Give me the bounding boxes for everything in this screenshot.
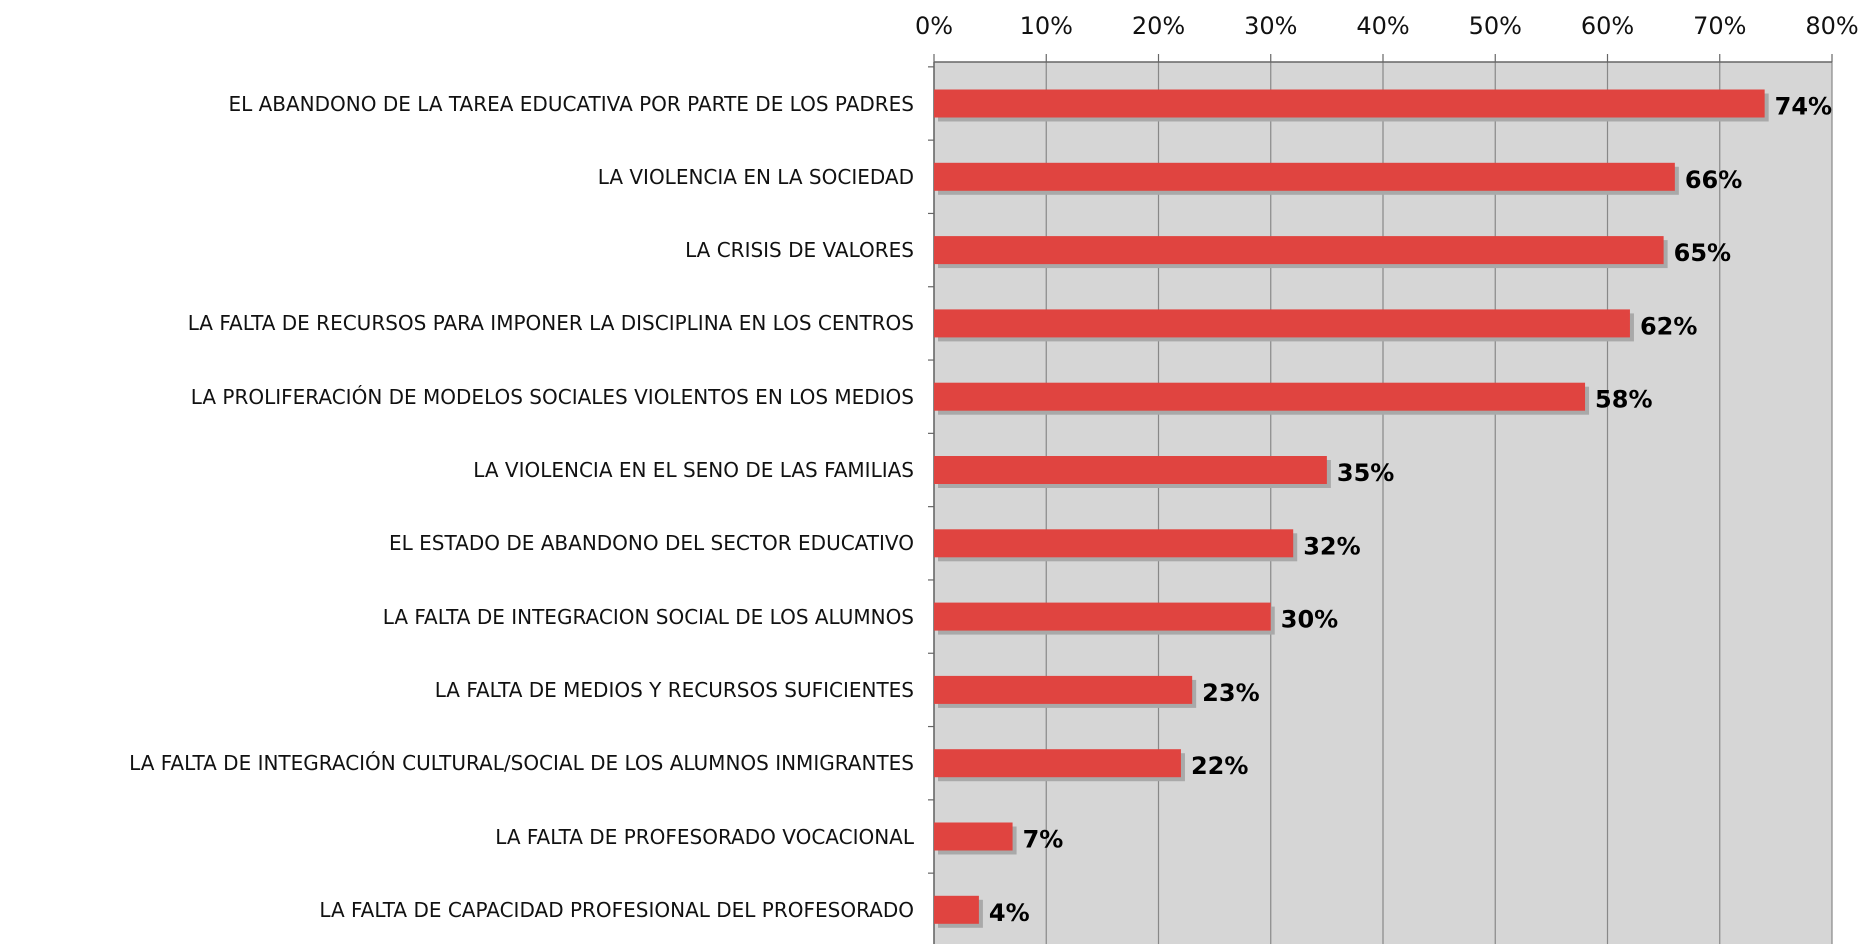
- category-label: LA VIOLENCIA EN EL SENO DE LAS FAMILIAS: [473, 458, 914, 482]
- bar: [934, 602, 1271, 631]
- category-label: LA FALTA DE INTEGRACION SOCIAL DE LOS AL…: [382, 604, 914, 629]
- bar: [934, 456, 1327, 484]
- category-label: LA FALTA DE INTEGRACIÓN CULTURAL/SOCIAL …: [129, 751, 914, 776]
- bar: [934, 529, 1294, 558]
- value-label: 74%: [1775, 93, 1832, 121]
- bar: [934, 162, 1675, 191]
- x-tick-label: 70%: [1693, 12, 1746, 40]
- x-tick-label: 40%: [1356, 12, 1409, 40]
- category-label: LA FALTA DE MEDIOS Y RECURSOS SUFICIENTE…: [434, 677, 914, 702]
- value-label: 7%: [1023, 826, 1064, 854]
- bar: [934, 236, 1664, 265]
- bar: [934, 675, 1193, 704]
- bar: [934, 89, 1765, 118]
- value-label: 23%: [1202, 679, 1259, 707]
- value-label: 35%: [1337, 459, 1394, 487]
- category-label: EL ESTADO DE ABANDONO DEL SECTOR EDUCATI…: [389, 531, 914, 556]
- value-label: 65%: [1674, 239, 1731, 267]
- bar: [934, 822, 1013, 851]
- bar: [934, 309, 1630, 338]
- category-label: LA PROLIFERACIÓN DE MODELOS SOCIALES VIO…: [190, 384, 914, 409]
- value-label: 66%: [1685, 166, 1742, 194]
- category-label: LA VIOLENCIA EN LA SOCIEDAD: [597, 164, 914, 189]
- x-tick-label: 10%: [1020, 12, 1073, 40]
- x-tick-label: 0%: [915, 12, 953, 40]
- value-label: 62%: [1640, 312, 1697, 340]
- category-label: LA FALTA DE RECURSOS PARA IMPONER LA DIS…: [187, 311, 914, 336]
- bar: [934, 382, 1586, 411]
- value-label: 32%: [1303, 532, 1360, 560]
- x-tick-label: 50%: [1469, 12, 1522, 40]
- x-tick-label: 80%: [1805, 12, 1858, 40]
- value-label: 30%: [1281, 606, 1338, 634]
- category-label: LA FALTA DE PROFESORADO VOCACIONAL: [495, 824, 914, 849]
- bar: [934, 895, 979, 924]
- x-tick-label: 60%: [1581, 12, 1634, 40]
- value-label: 4%: [989, 899, 1030, 927]
- value-label: 22%: [1191, 752, 1248, 780]
- value-label: 58%: [1595, 386, 1652, 414]
- category-label: LA CRISIS DE VALORES: [685, 238, 914, 263]
- bar: [934, 749, 1181, 778]
- category-label: LA FALTA DE CAPACIDAD PROFESIONAL DEL PR…: [319, 897, 914, 922]
- category-label: EL ABANDONO DE LA TAREA EDUCATIVA POR PA…: [228, 91, 914, 116]
- x-tick-label: 30%: [1244, 12, 1297, 40]
- x-tick-label: 20%: [1132, 12, 1185, 40]
